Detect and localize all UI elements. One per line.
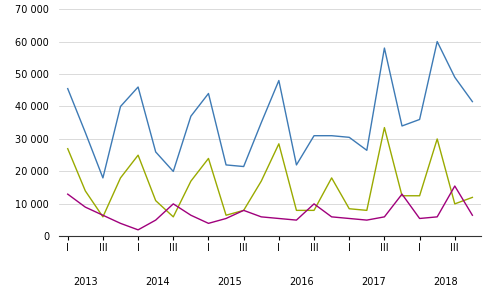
Lediga arbetsplatser totalt	[364, 148, 370, 152]
Lediga arbetsplatser totalt	[153, 150, 159, 154]
På viss tid	[434, 137, 440, 141]
På deltid	[223, 217, 229, 220]
På deltid	[399, 192, 405, 196]
På deltid	[188, 213, 194, 217]
På deltid	[311, 202, 317, 206]
På viss tid	[100, 215, 106, 219]
På viss tid	[170, 215, 176, 219]
Lediga arbetsplatser totalt	[100, 176, 106, 180]
På deltid	[100, 213, 106, 217]
Lediga arbetsplatser totalt	[135, 85, 141, 89]
På viss tid	[346, 207, 352, 211]
På viss tid	[206, 157, 212, 160]
På viss tid	[82, 189, 88, 193]
På viss tid	[382, 126, 387, 129]
På viss tid	[135, 153, 141, 157]
Line: Lediga arbetsplatser totalt: Lediga arbetsplatser totalt	[68, 42, 472, 178]
Lediga arbetsplatser totalt	[258, 121, 264, 125]
Lediga arbetsplatser totalt	[241, 165, 246, 168]
På deltid	[452, 184, 458, 188]
På deltid	[294, 218, 300, 222]
Lediga arbetsplatser totalt	[311, 134, 317, 138]
På viss tid	[65, 147, 71, 151]
På viss tid	[311, 208, 317, 212]
Line: På viss tid: På viss tid	[68, 128, 472, 217]
Lediga arbetsplatser totalt	[170, 170, 176, 173]
På viss tid	[294, 208, 300, 212]
På deltid	[82, 205, 88, 209]
På viss tid	[399, 194, 405, 198]
Line: På deltid: På deltid	[68, 186, 472, 230]
Lediga arbetsplatser totalt	[434, 40, 440, 43]
På deltid	[153, 218, 159, 222]
På viss tid	[241, 208, 246, 212]
På deltid	[65, 192, 71, 196]
På viss tid	[417, 194, 423, 198]
Lediga arbetsplatser totalt	[294, 163, 300, 167]
Text: 2015: 2015	[217, 277, 242, 287]
Lediga arbetsplatser totalt	[469, 100, 475, 103]
På deltid	[434, 215, 440, 219]
Lediga arbetsplatser totalt	[117, 105, 123, 108]
På viss tid	[452, 202, 458, 206]
På deltid	[135, 228, 141, 232]
På deltid	[258, 215, 264, 219]
Lediga arbetsplatser totalt	[188, 115, 194, 118]
Lediga arbetsplatser totalt	[328, 134, 334, 138]
Text: 2018: 2018	[433, 277, 458, 287]
Lediga arbetsplatser totalt	[382, 46, 387, 50]
Text: 2014: 2014	[145, 277, 170, 287]
På viss tid	[328, 176, 334, 180]
På viss tid	[153, 199, 159, 202]
Lediga arbetsplatser totalt	[65, 87, 71, 91]
På deltid	[206, 221, 212, 225]
Lediga arbetsplatser totalt	[399, 124, 405, 128]
Text: 2016: 2016	[289, 277, 314, 287]
På viss tid	[469, 195, 475, 199]
Lediga arbetsplatser totalt	[417, 118, 423, 121]
Lediga arbetsplatser totalt	[346, 135, 352, 139]
Text: 2013: 2013	[74, 277, 98, 287]
Lediga arbetsplatser totalt	[452, 75, 458, 79]
Lediga arbetsplatser totalt	[276, 79, 282, 82]
Text: 2017: 2017	[361, 277, 386, 287]
Lediga arbetsplatser totalt	[82, 131, 88, 134]
På viss tid	[276, 142, 282, 146]
På deltid	[117, 221, 123, 225]
På deltid	[241, 208, 246, 212]
På deltid	[328, 215, 334, 219]
På deltid	[382, 215, 387, 219]
På viss tid	[258, 179, 264, 183]
På viss tid	[117, 176, 123, 180]
På viss tid	[223, 213, 229, 217]
På viss tid	[188, 179, 194, 183]
På viss tid	[364, 208, 370, 212]
På deltid	[276, 217, 282, 220]
På deltid	[417, 217, 423, 220]
Lediga arbetsplatser totalt	[223, 163, 229, 167]
På deltid	[364, 218, 370, 222]
Lediga arbetsplatser totalt	[206, 92, 212, 95]
På deltid	[469, 213, 475, 217]
På deltid	[170, 202, 176, 206]
På deltid	[346, 217, 352, 220]
